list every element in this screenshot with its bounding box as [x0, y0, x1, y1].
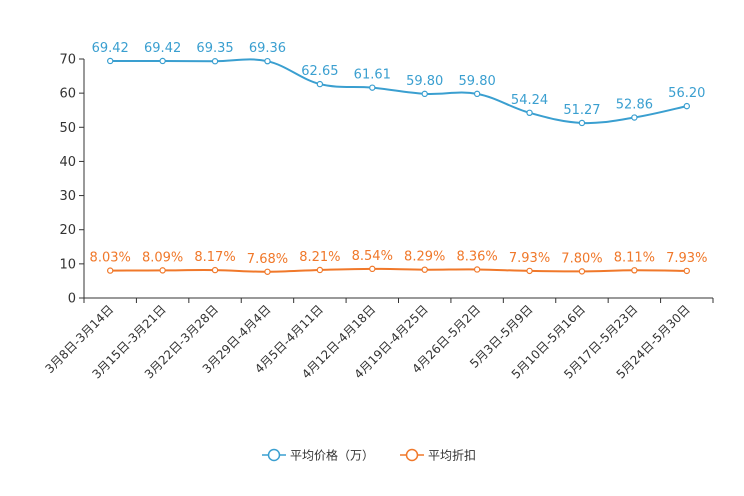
- legend-marker-icon: [267, 448, 281, 462]
- data-label: 59.80: [406, 74, 443, 89]
- data-point[interactable]: [107, 57, 114, 65]
- data-point[interactable]: [264, 268, 271, 275]
- series-line-1: [110, 267, 687, 273]
- data-label: 69.36: [249, 41, 286, 56]
- series-lines-group: [110, 58, 688, 273]
- data-label: 8.03%: [90, 251, 131, 266]
- data-label: 61.61: [354, 68, 391, 83]
- data-label: 7.93%: [509, 251, 550, 266]
- series-line-0: [110, 58, 688, 125]
- data-point[interactable]: [264, 57, 271, 65]
- data-point[interactable]: [421, 90, 428, 98]
- data-label: 8.09%: [142, 250, 183, 265]
- legend-item-0[interactable]: 平均价格（万）: [262, 448, 374, 463]
- data-label: 62.65: [301, 64, 338, 79]
- y-tick-label: 10: [59, 257, 76, 272]
- data-point[interactable]: [683, 267, 690, 275]
- data-point[interactable]: [631, 267, 638, 274]
- data-label: 69.35: [196, 41, 233, 56]
- data-point[interactable]: [473, 266, 481, 273]
- data-label: 51.27: [563, 103, 600, 118]
- y-tick-label: 70: [59, 53, 76, 68]
- data-label: 7.80%: [561, 251, 602, 266]
- data-point[interactable]: [578, 119, 586, 127]
- data-point[interactable]: [159, 267, 166, 274]
- data-point[interactable]: [473, 90, 481, 98]
- data-label: 8.54%: [352, 249, 393, 264]
- y-tick-label: 40: [59, 155, 76, 170]
- data-point[interactable]: [211, 58, 219, 65]
- data-point[interactable]: [159, 57, 166, 65]
- data-point[interactable]: [211, 266, 219, 274]
- legend-marker-icon: [405, 448, 419, 462]
- y-tick-label: 0: [68, 292, 76, 307]
- legend-label: 平均价格（万）: [290, 448, 374, 463]
- y-tick-label: 50: [59, 121, 76, 136]
- data-point[interactable]: [526, 267, 533, 275]
- data-point[interactable]: [369, 265, 376, 273]
- data-label: 8.11%: [614, 250, 655, 265]
- data-point[interactable]: [578, 268, 586, 275]
- legend[interactable]: 平均价格（万） 平均折扣: [262, 448, 476, 463]
- data-point[interactable]: [421, 266, 428, 273]
- data-point[interactable]: [107, 267, 114, 274]
- data-point[interactable]: [369, 84, 376, 91]
- data-point[interactable]: [316, 266, 324, 274]
- data-label: 69.42: [92, 41, 129, 56]
- data-label: 69.42: [144, 41, 181, 56]
- series-points-group: [107, 57, 690, 275]
- axes-group: 0102030405060703月8日-3月14日3月15日-3月21日3月22…: [42, 53, 714, 382]
- y-tick-label: 60: [59, 87, 76, 102]
- y-tick-label: 20: [59, 223, 76, 238]
- legend-label: 平均折扣: [428, 448, 476, 463]
- y-tick-label: 30: [59, 189, 76, 204]
- data-label: 7.93%: [666, 251, 707, 266]
- data-label: 59.80: [459, 74, 496, 89]
- data-label: 54.24: [511, 93, 548, 108]
- data-point[interactable]: [683, 102, 690, 110]
- data-point[interactable]: [526, 109, 533, 117]
- data-label: 8.29%: [404, 250, 445, 265]
- data-point[interactable]: [316, 80, 324, 88]
- data-point[interactable]: [631, 114, 638, 121]
- data-label: 52.86: [616, 98, 653, 113]
- series-labels-group: 69.42 69.42 69.35 69.36 62.65 61.61 59.80 59.80…: [90, 41, 708, 267]
- data-label: 8.21%: [299, 250, 340, 265]
- data-label: 8.36%: [456, 249, 497, 264]
- data-label: 8.17%: [194, 250, 235, 265]
- data-label: 56.20: [668, 86, 705, 101]
- data-label: 7.68%: [247, 252, 288, 267]
- legend-item-1[interactable]: 平均折扣: [400, 448, 476, 463]
